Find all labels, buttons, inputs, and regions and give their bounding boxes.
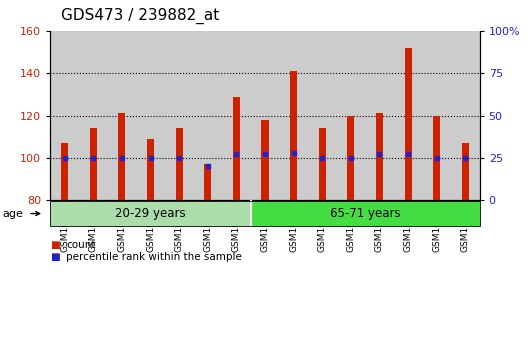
- Bar: [118, 114, 126, 200]
- Text: 20-29 years: 20-29 years: [115, 207, 186, 220]
- Bar: [319, 128, 326, 200]
- Text: GDS473 / 239882_at: GDS473 / 239882_at: [61, 8, 219, 24]
- Bar: [233, 97, 240, 200]
- Text: ■: ■: [50, 252, 60, 262]
- Bar: [147, 139, 154, 200]
- Text: ■: ■: [50, 240, 60, 250]
- Bar: [61, 143, 68, 200]
- Bar: [90, 128, 97, 200]
- Text: 65-71 years: 65-71 years: [330, 207, 401, 220]
- Bar: [462, 143, 469, 200]
- Bar: [261, 120, 269, 200]
- Text: percentile rank within the sample: percentile rank within the sample: [66, 252, 242, 262]
- Bar: [404, 48, 412, 200]
- Bar: [290, 71, 297, 200]
- Bar: [175, 128, 183, 200]
- Bar: [376, 114, 383, 200]
- Bar: [347, 116, 355, 200]
- Bar: [204, 164, 211, 200]
- Text: age: age: [3, 209, 23, 218]
- Bar: [433, 116, 440, 200]
- Text: count: count: [66, 240, 96, 250]
